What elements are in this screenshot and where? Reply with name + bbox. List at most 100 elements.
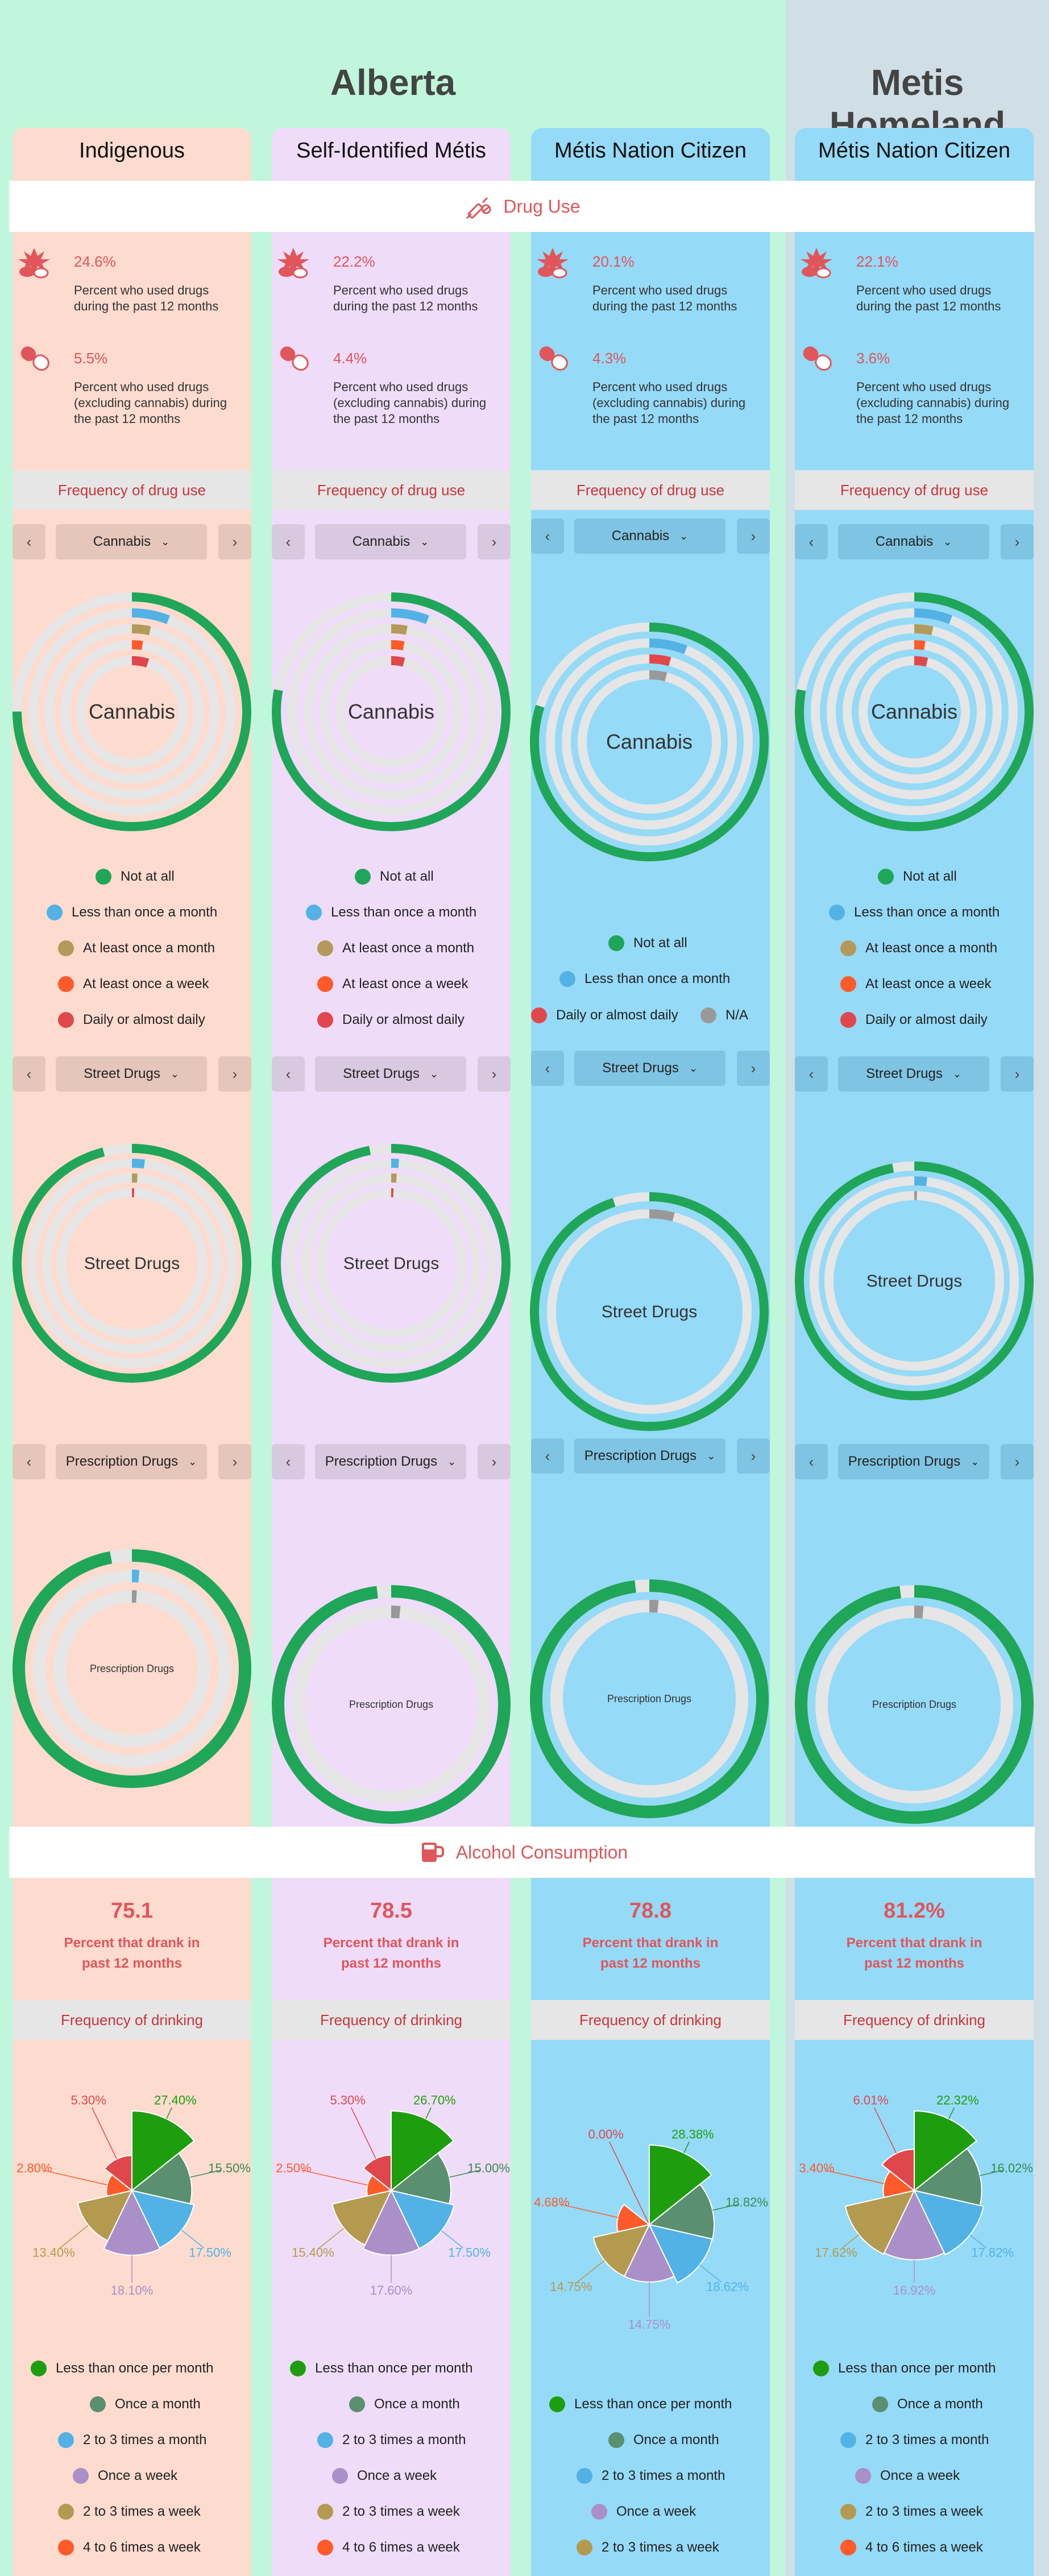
next-button[interactable]: › bbox=[1001, 524, 1034, 559]
prev-button[interactable]: ‹ bbox=[531, 1438, 564, 1474]
pie-slice[interactable] bbox=[649, 2144, 712, 2226]
pie-slice[interactable] bbox=[648, 2224, 713, 2284]
drug-type-select[interactable]: Cannabis ⌄ bbox=[56, 524, 207, 559]
pie-slice[interactable] bbox=[913, 2189, 985, 2256]
legend-na[interactable]: N/A bbox=[700, 1007, 748, 1023]
legend-two-three-week[interactable]: 2 to 3 times a week bbox=[317, 2504, 460, 2520]
pie-slice[interactable] bbox=[103, 2189, 161, 2256]
legend-less-than-monthly[interactable]: Less than once a month bbox=[47, 905, 217, 920]
prev-button[interactable]: ‹ bbox=[13, 1444, 45, 1479]
legend-monthly[interactable]: At least once a month bbox=[840, 940, 997, 956]
pie-slice[interactable] bbox=[883, 2189, 946, 2260]
legend-not-at-all[interactable]: Not at all bbox=[96, 869, 175, 885]
legend-four-six-week[interactable]: 4 to 6 times a week bbox=[840, 2540, 983, 2556]
pie-slice[interactable] bbox=[390, 2189, 455, 2250]
legend-once-month[interactable]: Once a month bbox=[90, 2396, 201, 2412]
next-button[interactable]: › bbox=[218, 1444, 251, 1479]
pie-slice[interactable] bbox=[389, 2152, 451, 2205]
legend-less-than-monthly[interactable]: Less than once per month bbox=[31, 2361, 214, 2376]
legend-not-at-all[interactable]: Not at all bbox=[355, 869, 434, 885]
prev-button[interactable]: ‹ bbox=[531, 518, 564, 554]
pie-slice[interactable] bbox=[616, 2204, 651, 2233]
pie-slice[interactable] bbox=[391, 2110, 454, 2192]
drug-type-select[interactable]: Cannabis ⌄ bbox=[574, 518, 725, 554]
legend-daily[interactable]: Daily or almost daily bbox=[840, 1012, 988, 1028]
pie-slice[interactable] bbox=[131, 2110, 195, 2192]
legend-less-than-monthly[interactable]: Less than once per month bbox=[549, 2396, 732, 2412]
legend-once-week[interactable]: Once a week bbox=[855, 2468, 960, 2484]
next-button[interactable]: › bbox=[1001, 1444, 1034, 1479]
legend-daily[interactable]: Daily or almost daily bbox=[317, 1012, 465, 1028]
legend-four-six-week[interactable]: 4 to 6 times a week bbox=[58, 2540, 201, 2556]
next-button[interactable]: › bbox=[218, 1056, 251, 1092]
legend-label: 2 to 3 times a week bbox=[342, 2504, 460, 2519]
legend-less-than-monthly[interactable]: Less than once a month bbox=[559, 971, 730, 987]
drug-type-select[interactable]: Prescription Drugs ⌄ bbox=[56, 1444, 207, 1479]
legend-less-than-monthly[interactable]: Less than once per month bbox=[813, 2361, 996, 2376]
next-button[interactable]: › bbox=[737, 1438, 770, 1474]
drug-type-select[interactable]: Street Drugs ⌄ bbox=[56, 1056, 207, 1092]
legend-once-week[interactable]: Once a week bbox=[73, 2468, 177, 2484]
drug-type-select[interactable]: Prescription Drugs ⌄ bbox=[838, 1444, 989, 1479]
prev-button[interactable]: ‹ bbox=[272, 524, 305, 559]
legend-not-at-all[interactable]: Not at all bbox=[878, 869, 957, 885]
prev-button[interactable]: ‹ bbox=[272, 1444, 305, 1479]
legend-less-than-monthly[interactable]: Less than once per month bbox=[290, 2361, 473, 2376]
legend-less-than-monthly[interactable]: Less than once a month bbox=[306, 905, 476, 920]
prev-button[interactable]: ‹ bbox=[13, 524, 45, 559]
pie-slice[interactable] bbox=[646, 2221, 650, 2226]
pie-slice[interactable] bbox=[77, 2189, 133, 2242]
prev-button[interactable]: ‹ bbox=[272, 1056, 305, 1092]
legend-less-than-monthly[interactable]: Less than once a month bbox=[829, 905, 1000, 920]
next-button[interactable]: › bbox=[478, 1444, 511, 1479]
legend-monthly[interactable]: At least once a month bbox=[58, 940, 215, 956]
pie-slice[interactable] bbox=[103, 2155, 132, 2192]
prev-button[interactable]: ‹ bbox=[13, 1056, 45, 1092]
legend-once-week[interactable]: Once a week bbox=[332, 2468, 437, 2484]
next-button[interactable]: › bbox=[737, 1051, 770, 1086]
legend-weekly[interactable]: At least once a week bbox=[317, 976, 468, 992]
next-button[interactable]: › bbox=[1001, 1056, 1034, 1092]
legend-label: Once a month bbox=[897, 2396, 983, 2412]
legend-weekly[interactable]: At least once a week bbox=[58, 976, 209, 992]
pie-slice[interactable] bbox=[362, 2154, 392, 2192]
legend-weekly[interactable]: At least once a week bbox=[840, 976, 991, 992]
legend-four-six-week[interactable]: 4 to 6 times a week bbox=[317, 2540, 460, 2556]
legend-two-three-week[interactable]: 2 to 3 times a week bbox=[577, 2540, 719, 2556]
drug-type-select[interactable]: Cannabis ⌄ bbox=[315, 524, 466, 559]
legend-daily[interactable]: Daily or almost daily bbox=[58, 1012, 205, 1028]
drug-type-select[interactable]: Street Drugs ⌄ bbox=[574, 1051, 725, 1086]
legend-two-three-month[interactable]: 2 to 3 times a month bbox=[317, 2432, 466, 2448]
legend-not-at-all[interactable]: Not at all bbox=[608, 935, 687, 951]
legend-once-week[interactable]: Once a week bbox=[591, 2504, 696, 2520]
next-button[interactable]: › bbox=[478, 1056, 511, 1092]
prev-button[interactable]: ‹ bbox=[795, 1056, 828, 1092]
legend-two-three-month[interactable]: 2 to 3 times a month bbox=[577, 2468, 725, 2484]
pie-slice[interactable] bbox=[914, 2110, 977, 2192]
drug-type-select[interactable]: Street Drugs ⌄ bbox=[315, 1056, 466, 1092]
drug-type-select[interactable]: Cannabis ⌄ bbox=[838, 524, 989, 559]
pie-slice[interactable] bbox=[844, 2189, 915, 2255]
drug-type-select[interactable]: Prescription Drugs ⌄ bbox=[315, 1444, 466, 1479]
legend-label: Less than once a month bbox=[584, 971, 731, 986]
drug-type-select[interactable]: Prescription Drugs ⌄ bbox=[574, 1438, 725, 1474]
next-button[interactable]: › bbox=[737, 518, 770, 554]
legend-once-month[interactable]: Once a month bbox=[872, 2396, 983, 2412]
legend-two-three-month[interactable]: 2 to 3 times a month bbox=[58, 2432, 206, 2448]
legend-once-month[interactable]: Once a month bbox=[608, 2432, 719, 2448]
legend-two-three-week[interactable]: 2 to 3 times a week bbox=[58, 2504, 201, 2520]
next-button[interactable]: › bbox=[218, 524, 251, 559]
legend-two-three-month[interactable]: 2 to 3 times a month bbox=[840, 2432, 989, 2448]
prev-button[interactable]: ‹ bbox=[531, 1051, 564, 1086]
next-button[interactable]: › bbox=[478, 524, 511, 559]
legend-once-month[interactable]: Once a month bbox=[349, 2396, 460, 2412]
pie-slice[interactable] bbox=[592, 2224, 650, 2278]
legend-daily[interactable]: Daily or almost daily bbox=[531, 1007, 678, 1023]
legend-two-three-week[interactable]: 2 to 3 times a week bbox=[840, 2504, 983, 2520]
drug-type-select[interactable]: Street Drugs ⌄ bbox=[838, 1056, 989, 1092]
prev-button[interactable]: ‹ bbox=[795, 1444, 828, 1479]
legend-monthly[interactable]: At least once a month bbox=[317, 940, 474, 956]
prev-button[interactable]: ‹ bbox=[795, 524, 828, 559]
pie-slice[interactable] bbox=[648, 2183, 715, 2240]
pie-slice[interactable] bbox=[623, 2223, 675, 2283]
